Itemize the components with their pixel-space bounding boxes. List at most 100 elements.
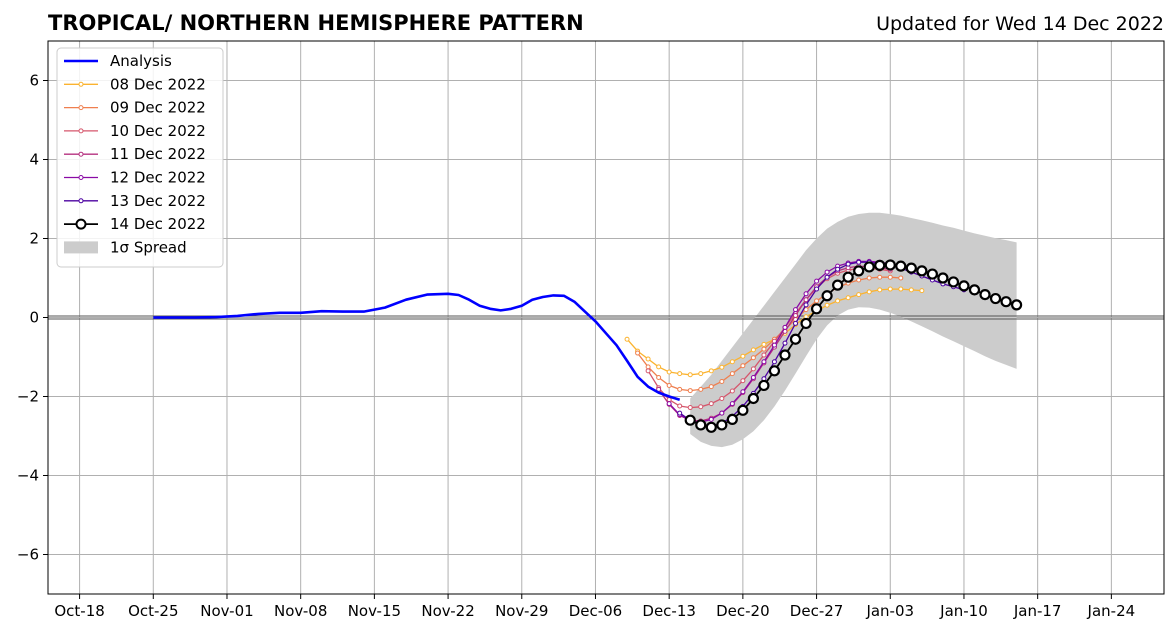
forecast-point <box>719 395 725 401</box>
latest-forecast-point <box>1011 299 1023 311</box>
latest-forecast-point <box>716 419 728 431</box>
latest-forecast-point <box>968 284 981 296</box>
forecast-point <box>750 375 756 381</box>
forecast-point <box>677 410 683 416</box>
y-tick-label: 4 <box>29 151 39 169</box>
x-tick-label: Oct-25 <box>128 602 178 620</box>
forecast-point <box>919 288 925 294</box>
latest-forecast-point <box>810 303 823 315</box>
forecast-point <box>750 347 756 353</box>
forecast-point <box>666 382 672 388</box>
forecast-point <box>771 359 777 365</box>
forecast-point <box>645 356 651 362</box>
forecast-point <box>729 401 735 407</box>
forecast-point <box>708 368 714 374</box>
forecast-point <box>824 274 830 280</box>
plot-frame <box>47 40 1165 595</box>
legend-label: Analysis <box>110 52 172 70</box>
forecast-point <box>793 313 799 319</box>
forecast-point <box>856 277 862 283</box>
forecast-point <box>803 291 809 297</box>
latest-forecast-point <box>916 265 928 277</box>
forecast-point <box>666 401 672 407</box>
latest-forecast-point <box>947 276 960 288</box>
forecast-point <box>677 371 683 377</box>
legend-swatch-marker <box>78 81 84 87</box>
x-tick-label: Jan-24 <box>1087 602 1136 620</box>
forecast-point <box>814 298 820 304</box>
forecast-point <box>729 388 735 394</box>
x-tick-label: Nov-15 <box>348 602 401 620</box>
latest-forecast-point <box>905 262 917 274</box>
forecast-point <box>666 369 672 375</box>
forecast-point <box>719 410 725 416</box>
latest-forecast-point <box>737 404 749 416</box>
legend: Analysis 08 Dec 2022 09 Dec 2022 10 Dec 202… <box>56 47 224 268</box>
forecast-point <box>708 384 714 390</box>
forecast-point <box>761 359 767 365</box>
forecast-point <box>698 371 704 377</box>
forecast-point <box>750 355 756 361</box>
forecast-point <box>782 324 788 330</box>
latest-forecast-point <box>863 261 875 273</box>
forecast-point <box>793 307 799 313</box>
latest-forecast-point <box>705 421 717 433</box>
x-tick-label: Jan-03 <box>865 602 914 620</box>
legend-label: 1σ Spread <box>110 238 187 256</box>
legend-label: 10 Dec 2022 <box>110 122 206 140</box>
x-tick-label: Nov-22 <box>421 602 474 620</box>
forecast-point <box>708 401 714 407</box>
forecast-point <box>824 269 830 275</box>
forecast-point <box>740 378 746 384</box>
x-tick-label: Dec-13 <box>642 602 696 620</box>
forecast-point <box>750 366 756 372</box>
forecast-point <box>687 405 693 411</box>
x-tick-label: Dec-20 <box>716 602 770 620</box>
y-tick-label: 0 <box>29 309 39 327</box>
latest-forecast-point <box>684 414 696 426</box>
forecast-point <box>866 275 872 281</box>
legend-swatch-marker <box>78 128 84 134</box>
forecast-point <box>719 378 725 384</box>
forecast-point <box>719 364 725 370</box>
y-tick-label: −6 <box>17 546 39 564</box>
latest-forecast-point <box>926 268 938 280</box>
legend-label: 14 Dec 2022 <box>110 215 206 233</box>
forecast-point <box>771 342 777 348</box>
legend-label: 09 Dec 2022 <box>110 99 206 117</box>
forecast-point <box>877 287 883 293</box>
forecast-point <box>803 302 809 308</box>
forecast-point <box>835 298 841 304</box>
y-tick-label: −4 <box>17 467 39 485</box>
forecast-point <box>761 346 767 352</box>
legend-swatch-marker <box>78 198 84 204</box>
latest-forecast-point <box>800 317 812 330</box>
latest-forecast-point <box>1000 296 1012 308</box>
forecast-point <box>866 289 872 295</box>
forecast-point <box>803 297 809 303</box>
latest-forecast-point <box>958 280 970 292</box>
legend-swatch-marker <box>78 175 84 180</box>
x-tick-label: Jan-17 <box>1013 602 1062 620</box>
forecast-point <box>845 295 851 301</box>
forecast-point <box>635 350 641 356</box>
series-group <box>153 258 1023 433</box>
forecast-point <box>856 259 862 265</box>
legend-label: 11 Dec 2022 <box>110 145 206 163</box>
latest-forecast-point <box>747 392 759 405</box>
latest-forecast-point <box>832 279 844 291</box>
latest-forecast-point <box>884 259 896 271</box>
x-tick-label: Nov-08 <box>274 602 327 620</box>
latest-forecast-point <box>758 379 770 392</box>
forecast-point <box>782 340 788 346</box>
forecast-point <box>814 278 820 284</box>
forecast-point <box>877 274 883 280</box>
forecast-point <box>729 371 735 377</box>
forecast-point <box>887 274 893 280</box>
y-tick-label: −2 <box>17 388 39 406</box>
y-tick-label: 2 <box>29 230 39 248</box>
analysis-line <box>153 292 681 401</box>
forecast-point <box>698 404 704 410</box>
forecast-point <box>814 286 820 292</box>
